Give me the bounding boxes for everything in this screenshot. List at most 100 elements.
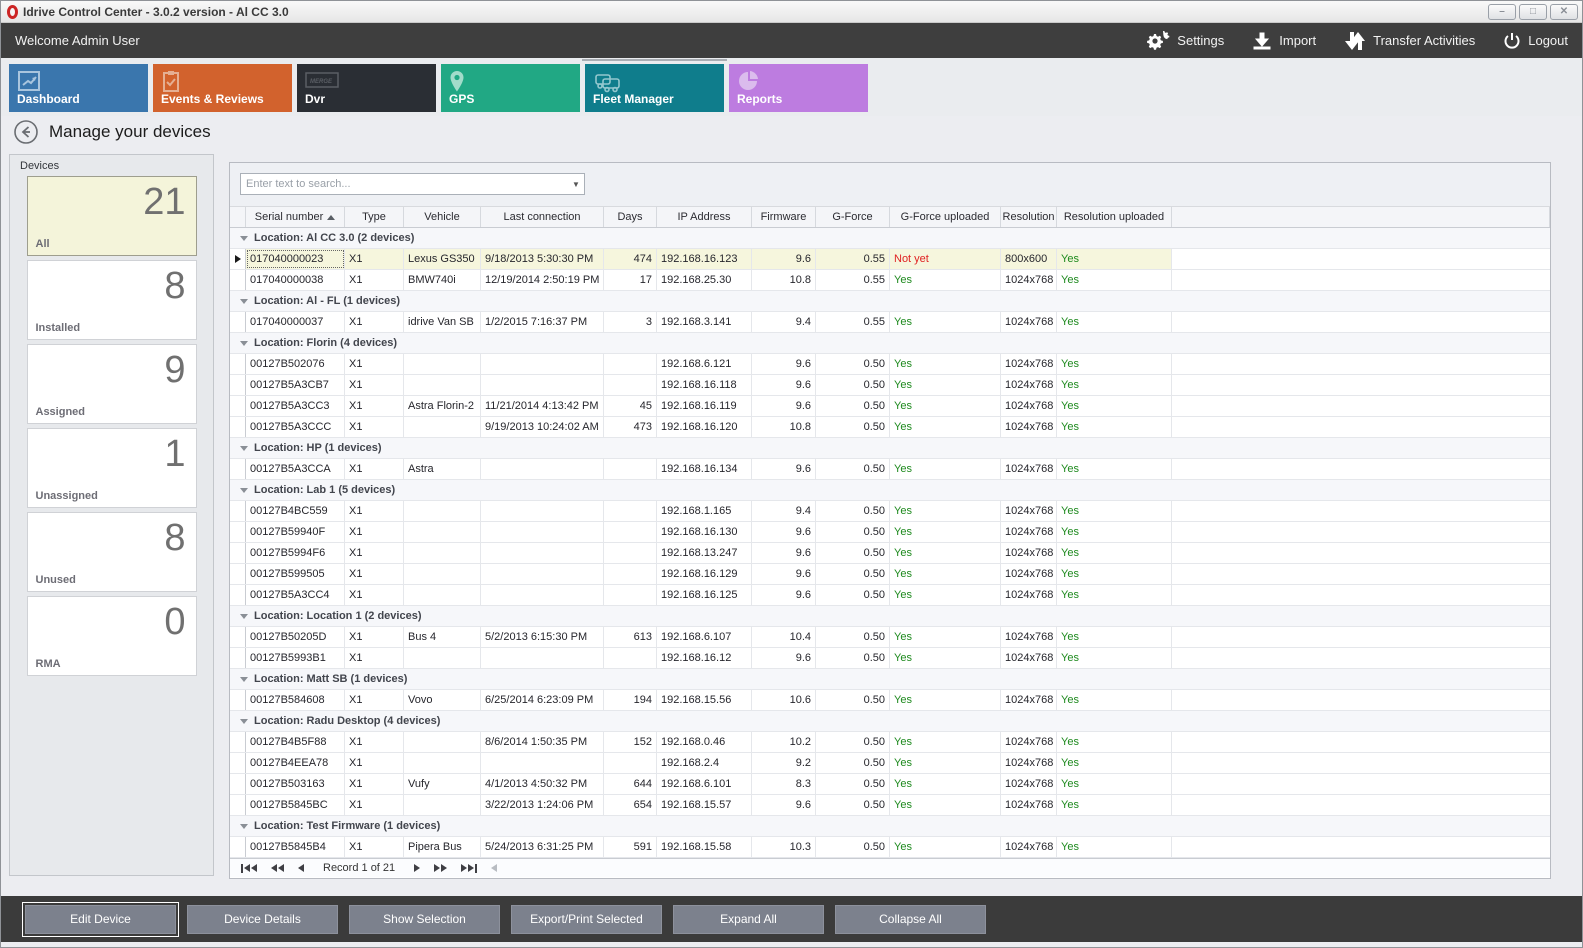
column-header-ip-address[interactable]: IP Address <box>657 207 752 227</box>
chevron-down-icon[interactable]: ▼ <box>572 179 580 189</box>
table-row[interactable]: 00127B5A3CC3 X1 Astra Florin-2 11/21/2014 4… <box>230 396 1550 417</box>
column-header-vehicle[interactable]: Vehicle <box>404 207 481 227</box>
hscroll-left-arrow[interactable] <box>486 864 502 872</box>
table-row[interactable]: 00127B50205D X1 Bus 4 5/2/2013 6:15:30 PM 61… <box>230 627 1550 648</box>
column-header-days[interactable]: Days <box>604 207 657 227</box>
header-filler <box>1172 207 1550 227</box>
maximize-button[interactable]: □ <box>1519 3 1547 20</box>
expand-all-button[interactable]: Expand All <box>673 904 824 934</box>
cell-firmware: 9.4 <box>752 312 816 332</box>
group-row[interactable]: Location: Lab 1 (5 devices) <box>230 480 1550 501</box>
table-row[interactable]: 017040000038 X1 BMW740i 12/19/2014 2:50:19 … <box>230 270 1550 291</box>
cell-days <box>604 375 657 395</box>
column-header-g-force[interactable]: G-Force <box>816 207 890 227</box>
group-row[interactable]: Location: HP (1 devices) <box>230 438 1550 459</box>
table-row[interactable]: 00127B4BC559 X1 192.168.1.165 9.4 0.50 Yes 102… <box>230 501 1550 522</box>
table-row[interactable]: 017040000037 X1 idrive Van SB 1/2/2015 7:16… <box>230 312 1550 333</box>
prev-page-button[interactable] <box>266 864 289 872</box>
group-row[interactable]: Location: Radu Desktop (4 devices) <box>230 711 1550 732</box>
table-row[interactable]: 00127B5A3CB7 X1 192.168.16.118 9.6 0.50 Yes 10… <box>230 375 1550 396</box>
import-button[interactable]: Import <box>1252 32 1316 50</box>
device-details-button[interactable]: Device Details <box>187 904 338 934</box>
collapse-triangle-icon[interactable] <box>240 446 248 451</box>
collapse-triangle-icon[interactable] <box>240 614 248 619</box>
device-card-assigned[interactable]: 9 Assigned <box>26 344 197 424</box>
collapse-triangle-icon[interactable] <box>240 824 248 829</box>
search-input[interactable] <box>241 178 568 190</box>
cell-vehicle <box>404 501 481 521</box>
collapse-triangle-icon[interactable] <box>240 719 248 724</box>
table-row[interactable]: 00127B5A3CCA X1 Astra 192.168.16.134 9.6 0.50… <box>230 459 1550 480</box>
column-header-g-force-uploaded[interactable]: G-Force uploaded <box>890 207 1001 227</box>
table-row[interactable]: 00127B5994F6 X1 192.168.13.247 9.6 0.50 Yes 10… <box>230 543 1550 564</box>
back-button[interactable] <box>13 119 39 145</box>
next-page-button[interactable] <box>429 864 452 872</box>
group-row[interactable]: Location: Al - FL (1 devices) <box>230 291 1550 312</box>
collapse-triangle-icon[interactable] <box>240 236 248 241</box>
row-indicator-cell <box>230 627 246 647</box>
group-row[interactable]: Location: Test Firmware (1 devices) <box>230 816 1550 837</box>
cell-vehicle <box>404 795 481 815</box>
transfer-activities-button[interactable]: Transfer Activities <box>1344 31 1475 51</box>
settings-button[interactable]: Settings <box>1144 30 1224 52</box>
next-record-button[interactable] <box>409 864 425 872</box>
tab-dvr[interactable]: MERGE Dvr <box>297 64 436 112</box>
device-card-all[interactable]: 21 All <box>26 176 197 256</box>
column-header-last-connection[interactable]: Last connection <box>481 207 604 227</box>
logout-button[interactable]: Logout <box>1503 32 1568 50</box>
show-selection-button[interactable]: Show Selection <box>349 904 500 934</box>
collapse-all-button[interactable]: Collapse All <box>835 904 986 934</box>
prev-record-button[interactable] <box>293 864 309 872</box>
export-print-selected-button[interactable]: Export/Print Selected <box>511 904 662 934</box>
device-card-rma[interactable]: 0 RMA <box>26 596 197 676</box>
table-row[interactable]: 00127B4B5F88 X1 8/6/2014 1:50:35 PM 152 192.… <box>230 732 1550 753</box>
table-row[interactable]: 00127B5845BC X1 3/22/2013 1:24:06 PM 654 192… <box>230 795 1550 816</box>
row-filler <box>1172 501 1550 521</box>
column-header-firmware[interactable]: Firmware <box>752 207 816 227</box>
close-button[interactable]: ✕ <box>1550 3 1578 20</box>
device-card-installed[interactable]: 8 Installed <box>26 260 197 340</box>
table-row[interactable]: 00127B5A3CC4 X1 192.168.16.125 9.6 0.50 Yes 10… <box>230 585 1550 606</box>
tab-events-reviews[interactable]: Events & Reviews <box>153 64 292 112</box>
table-row[interactable]: 00127B5993B1 X1 192.168.16.12 9.6 0.50 Yes 102… <box>230 648 1550 669</box>
collapse-triangle-icon[interactable] <box>240 299 248 304</box>
group-row[interactable]: Location: Matt SB (1 devices) <box>230 669 1550 690</box>
table-row[interactable]: 00127B503163 X1 Vufy 4/1/2013 4:50:32 PM 644… <box>230 774 1550 795</box>
minimize-button[interactable]: – <box>1488 3 1516 20</box>
tab-gps[interactable]: GPS <box>441 64 580 112</box>
group-row[interactable]: Location: Florin (4 devices) <box>230 333 1550 354</box>
row-filler <box>1172 375 1550 395</box>
collapse-triangle-icon[interactable] <box>240 677 248 682</box>
table-row[interactable]: 00127B4EEA78 X1 192.168.2.4 9.2 0.50 Yes 1024x… <box>230 753 1550 774</box>
tab-reports[interactable]: Reports <box>729 64 868 112</box>
table-row[interactable]: 00127B599505 X1 192.168.16.129 9.6 0.50 Yes 10… <box>230 564 1550 585</box>
cell-ip-address: 192.168.1.165 <box>657 501 752 521</box>
table-row[interactable]: 00127B584608 X1 Vovo 6/25/2014 6:23:09 PM 19… <box>230 690 1550 711</box>
column-header-type[interactable]: Type <box>345 207 404 227</box>
column-header-resolution[interactable]: Resolution <box>1001 207 1057 227</box>
device-card-unassigned[interactable]: 1 Unassigned <box>26 428 197 508</box>
group-row[interactable]: Location: Al CC 3.0 (2 devices) <box>230 228 1550 249</box>
cell-g-force: 0.50 <box>816 501 890 521</box>
table-row[interactable]: 00127B502076 X1 192.168.6.121 9.6 0.50 Yes 102… <box>230 354 1550 375</box>
collapse-triangle-icon[interactable] <box>240 341 248 346</box>
group-row[interactable]: Location: Location 1 (2 devices) <box>230 606 1550 627</box>
tab-dashboard[interactable]: Dashboard <box>9 64 148 112</box>
table-row[interactable]: 017040000023 X1 Lexus GS350 9/18/2013 5:30:… <box>230 249 1550 270</box>
cell-ip-address: 192.168.16.125 <box>657 585 752 605</box>
table-row[interactable]: 00127B5845B4 X1 Pipera Bus 5/24/2013 6:31:2… <box>230 837 1550 858</box>
tab-fleet-manager[interactable]: Fleet Manager <box>582 59 727 112</box>
row-filler <box>1172 795 1550 815</box>
last-record-button[interactable] <box>456 863 482 873</box>
first-record-button[interactable] <box>236 863 262 873</box>
table-row[interactable]: 00127B59940F X1 192.168.16.130 9.6 0.50 Yes 10… <box>230 522 1550 543</box>
column-header-serial-number[interactable]: Serial number <box>246 207 345 227</box>
device-card-unused[interactable]: 8 Unused <box>26 512 197 592</box>
collapse-triangle-icon[interactable] <box>240 488 248 493</box>
edit-device-button[interactable]: Edit Device <box>22 901 179 937</box>
column-header-resolution-uploaded[interactable]: Resolution uploaded <box>1057 207 1172 227</box>
import-icon <box>1252 32 1272 50</box>
cell-type: X1 <box>345 312 404 332</box>
cell-vehicle <box>404 585 481 605</box>
table-row[interactable]: 00127B5A3CCC X1 9/19/2013 10:24:02 AM 473 19… <box>230 417 1550 438</box>
